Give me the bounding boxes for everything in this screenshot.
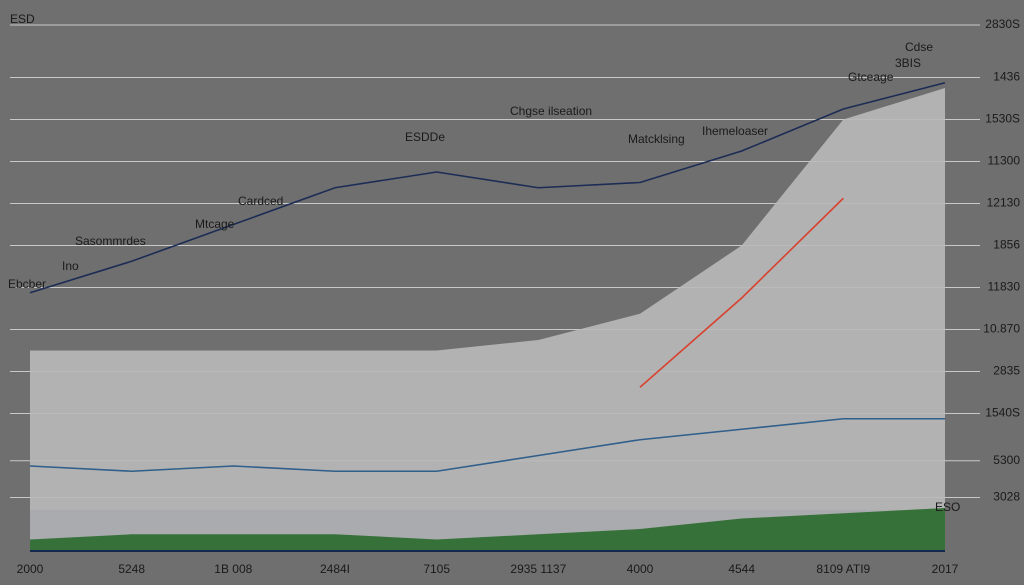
y-tick-label: 11830 bbox=[988, 280, 1021, 294]
x-tick-label: 2000 bbox=[17, 562, 44, 576]
area bbox=[30, 88, 945, 550]
annotation: Mtcage bbox=[195, 217, 235, 231]
x-tick-label: 1B 008 bbox=[214, 562, 252, 576]
y-tick-label: 1436 bbox=[993, 70, 1020, 84]
annotation: ESO bbox=[935, 500, 960, 514]
annotation: Cdse bbox=[905, 40, 933, 54]
annotation: Matcklsing bbox=[628, 132, 685, 146]
y-tick-label: 1540S bbox=[985, 406, 1020, 420]
x-tick-label: 5248 bbox=[118, 562, 145, 576]
area bbox=[30, 508, 945, 550]
x-tick-label: 4000 bbox=[627, 562, 654, 576]
x-tick-label: 2484I bbox=[320, 562, 350, 576]
annotation: Gtceage bbox=[848, 70, 894, 84]
y-tick-label: 5300 bbox=[993, 453, 1020, 467]
x-tick-label: 8109 ATI9 bbox=[816, 562, 870, 576]
x-tick-label: 7105 bbox=[423, 562, 450, 576]
y-tick-label: 11300 bbox=[988, 154, 1021, 168]
annotation: 3BIS bbox=[895, 56, 921, 70]
annotation: ESDDe bbox=[405, 130, 445, 144]
annotation: Ino bbox=[62, 259, 79, 273]
x-tick-label: 4544 bbox=[728, 562, 755, 576]
annotation: Cardced bbox=[238, 194, 283, 208]
y-tick-label: 1530S bbox=[985, 112, 1020, 126]
annotation: Ebcber bbox=[8, 277, 46, 291]
y-tick-label: 2835 bbox=[993, 364, 1020, 378]
annotation: Ihemeloaser bbox=[702, 124, 768, 138]
chart-title: ESD bbox=[10, 12, 35, 26]
line bbox=[29, 417, 945, 473]
y-tick-label: 10.870 bbox=[983, 322, 1020, 336]
y-tick-label: 12130 bbox=[987, 196, 1021, 210]
line bbox=[639, 197, 844, 388]
x-tick-label: 2017 bbox=[932, 562, 959, 576]
x-tick-label: 2935 1137 bbox=[510, 562, 566, 576]
annotation: Chgse ilseation bbox=[510, 104, 592, 118]
annotation: Sasommrdes bbox=[75, 234, 146, 248]
y-tick-label: 1856 bbox=[993, 238, 1020, 252]
y-tick-label: 2830S bbox=[985, 17, 1020, 31]
line bbox=[29, 81, 946, 294]
y-tick-label: 3028 bbox=[993, 490, 1020, 504]
